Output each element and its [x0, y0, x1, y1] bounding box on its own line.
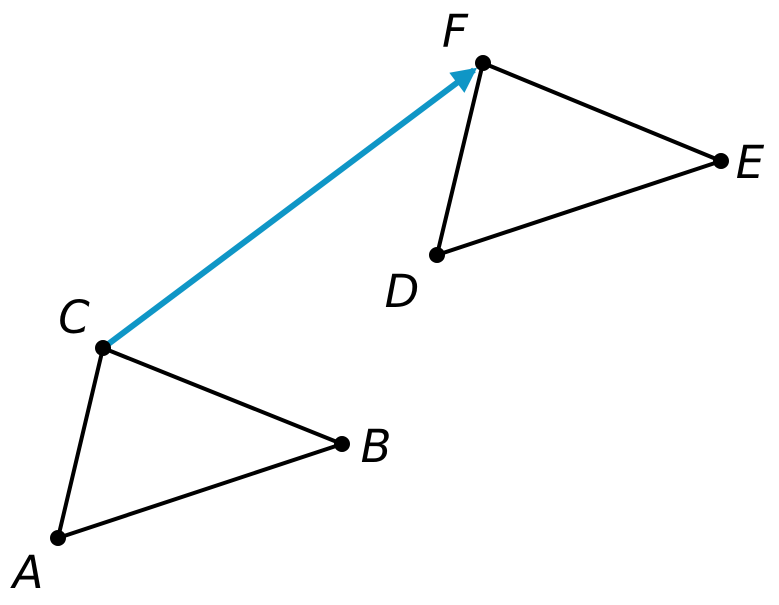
point-label-E: E [736, 136, 765, 189]
point-dot-B [334, 436, 350, 452]
point-dot-C [95, 340, 111, 356]
point-label-A: A [10, 546, 44, 599]
point-dot-E [713, 153, 729, 169]
triangle-ABC [56, 346, 344, 540]
point-dot-D [429, 247, 445, 263]
point-label-D: D [385, 265, 420, 318]
translation-arrow-C-to-F [101, 67, 478, 351]
triangle-DEF [435, 61, 723, 257]
point-label-B: B [361, 420, 392, 473]
point-label-C: C [58, 291, 90, 344]
point-label-F: F [442, 5, 469, 58]
point-dot-F [475, 55, 491, 71]
point-dot-A [50, 530, 66, 546]
